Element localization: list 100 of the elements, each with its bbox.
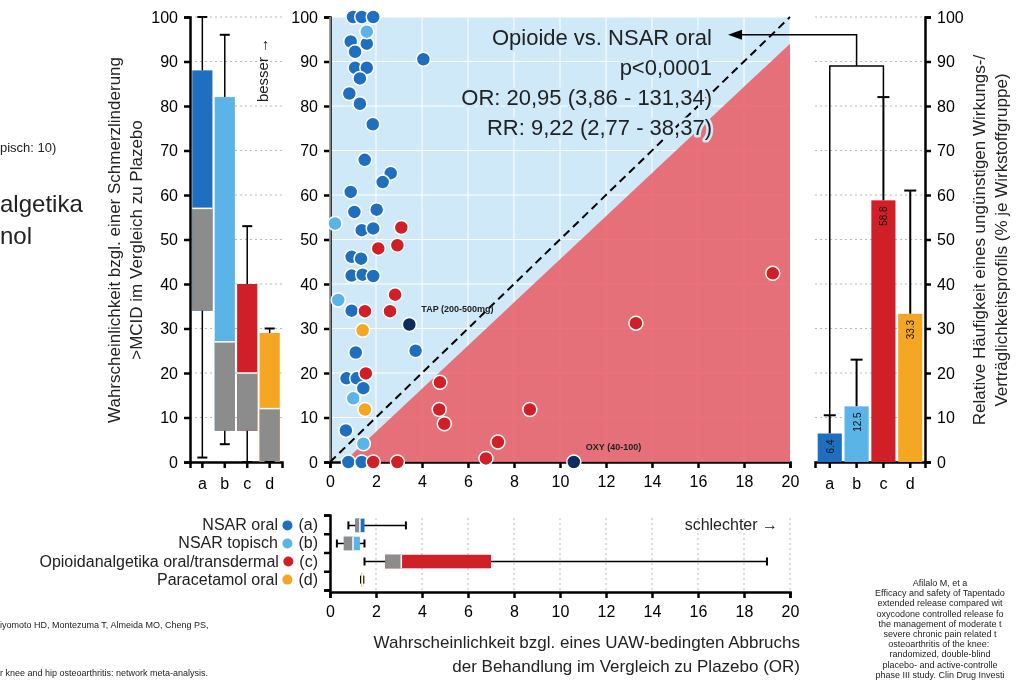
point — [327, 215, 343, 232]
point — [432, 374, 448, 391]
y-tick-label: 80 — [937, 97, 955, 115]
point — [341, 85, 358, 102]
point — [407, 343, 424, 359]
y-tick-label: 60 — [160, 186, 179, 204]
text: Afilalo M, et a Efficacy and safety of Tapentado extended release compared wit oxycodone controlled release fo the management of moderate t severe chronic pain related t osteoarthritis of the knee: randomized, double-blind placebo- and active-controlle phase III study. Clin Drug Investi — [875, 578, 1005, 680]
y-tick-label: 40 — [937, 275, 955, 293]
x-tick-label: 14 — [643, 473, 662, 491]
point — [478, 450, 494, 467]
point — [348, 344, 364, 361]
y-tick-label: 70 — [300, 142, 319, 160]
point — [431, 401, 447, 418]
point — [374, 174, 391, 190]
bar — [898, 313, 923, 462]
point — [365, 9, 381, 25]
point — [522, 401, 538, 418]
point — [345, 390, 361, 407]
point — [357, 303, 373, 319]
bar — [844, 406, 869, 462]
text: algetika — [0, 190, 84, 217]
y-tick-label: 100 — [151, 8, 179, 26]
annotation: Opioide vs. NSAR oral — [491, 25, 712, 50]
y-tick-label: 40 — [160, 275, 179, 293]
y-tick-label: 50 — [160, 231, 179, 249]
x-tick-label: 10 — [551, 603, 570, 621]
point — [355, 436, 372, 452]
y-tick-label: 0 — [309, 453, 319, 471]
x-tick-label: 4 — [418, 473, 428, 491]
point — [346, 204, 363, 220]
y-tick-label: 0 — [937, 453, 946, 471]
y-tick-label: 20 — [300, 364, 319, 382]
text: nol — [0, 222, 33, 249]
point — [342, 184, 359, 200]
point — [490, 434, 506, 450]
point — [330, 292, 347, 308]
x-tick-label: 8 — [510, 473, 520, 491]
y-tick-label: 90 — [300, 53, 319, 71]
x-tick-label: d — [265, 475, 275, 493]
y-tick-label: 70 — [937, 142, 955, 160]
point — [365, 220, 381, 237]
bar — [871, 200, 896, 462]
x-tick-label: b — [220, 475, 230, 493]
point — [436, 415, 453, 432]
point — [382, 303, 398, 319]
annotation: OR: 20,95 (3,86 - 131,34) — [461, 85, 712, 110]
y-tick-label: 60 — [300, 186, 319, 204]
y-tick-label: Paracetamol oral (d) — [156, 570, 318, 588]
point — [628, 315, 644, 331]
x-tick-label: c — [879, 475, 888, 493]
y-tick-label: 30 — [300, 320, 319, 338]
y-tick-label: 0 — [169, 453, 179, 471]
x-tick-label: 6 — [464, 473, 474, 491]
y-tick-label: NSAR topisch (b) — [178, 534, 318, 552]
x-tick-label: 2 — [372, 473, 382, 491]
text: r knee and hip osteoarthritis: network meta-analysis. — [0, 668, 209, 678]
point — [352, 70, 368, 87]
point — [352, 96, 368, 112]
x-tick-label: c — [243, 475, 252, 493]
annotation: p<0,0001 — [619, 55, 712, 80]
point — [354, 322, 371, 339]
x-tick-label: 18 — [735, 473, 754, 491]
point — [357, 401, 373, 418]
x-tick-label: 16 — [689, 603, 708, 621]
y-tick-label: 30 — [160, 320, 179, 338]
x-tick-label: 0 — [326, 603, 336, 621]
y-tick-label: 80 — [300, 97, 319, 115]
y-tick-label: 90 — [160, 53, 179, 71]
y-tick-label: 40 — [300, 275, 319, 293]
x-tick-label: 12 — [597, 603, 616, 621]
data-label: 58.8 — [878, 205, 890, 226]
y-tick-label: 70 — [160, 142, 179, 160]
point — [415, 51, 432, 68]
point — [368, 201, 385, 218]
y-tick-label: 100 — [937, 8, 964, 26]
point — [356, 152, 373, 168]
x-tick-label: 12 — [597, 473, 616, 491]
point — [338, 422, 354, 439]
x-tick-label: b — [852, 475, 862, 493]
x-tick-label: 4 — [418, 603, 428, 621]
x-tick-label: 16 — [689, 473, 708, 491]
x-tick-label: a — [197, 475, 207, 493]
data-label: 12.5 — [851, 411, 863, 432]
y-tick-label: 50 — [937, 231, 955, 249]
y-tick-label: 90 — [937, 53, 955, 71]
point — [365, 116, 381, 132]
x-tick-label: a — [825, 475, 835, 493]
x-tick-label: d — [905, 475, 915, 493]
y-tick-label: 20 — [937, 364, 955, 382]
y-tick-label: 10 — [160, 409, 179, 427]
point — [389, 237, 406, 254]
annotation: besser → — [254, 37, 271, 103]
point — [353, 250, 369, 267]
y-tick-label: 20 — [160, 364, 179, 382]
y-tick-label: 10 — [937, 409, 955, 427]
text: pisch: 10) — [0, 140, 57, 155]
y-tick-label: 10 — [300, 409, 319, 427]
x-tick-label: 0 — [326, 473, 336, 491]
x-tick-label: 14 — [643, 603, 662, 621]
y-tick-label: 50 — [300, 231, 319, 249]
